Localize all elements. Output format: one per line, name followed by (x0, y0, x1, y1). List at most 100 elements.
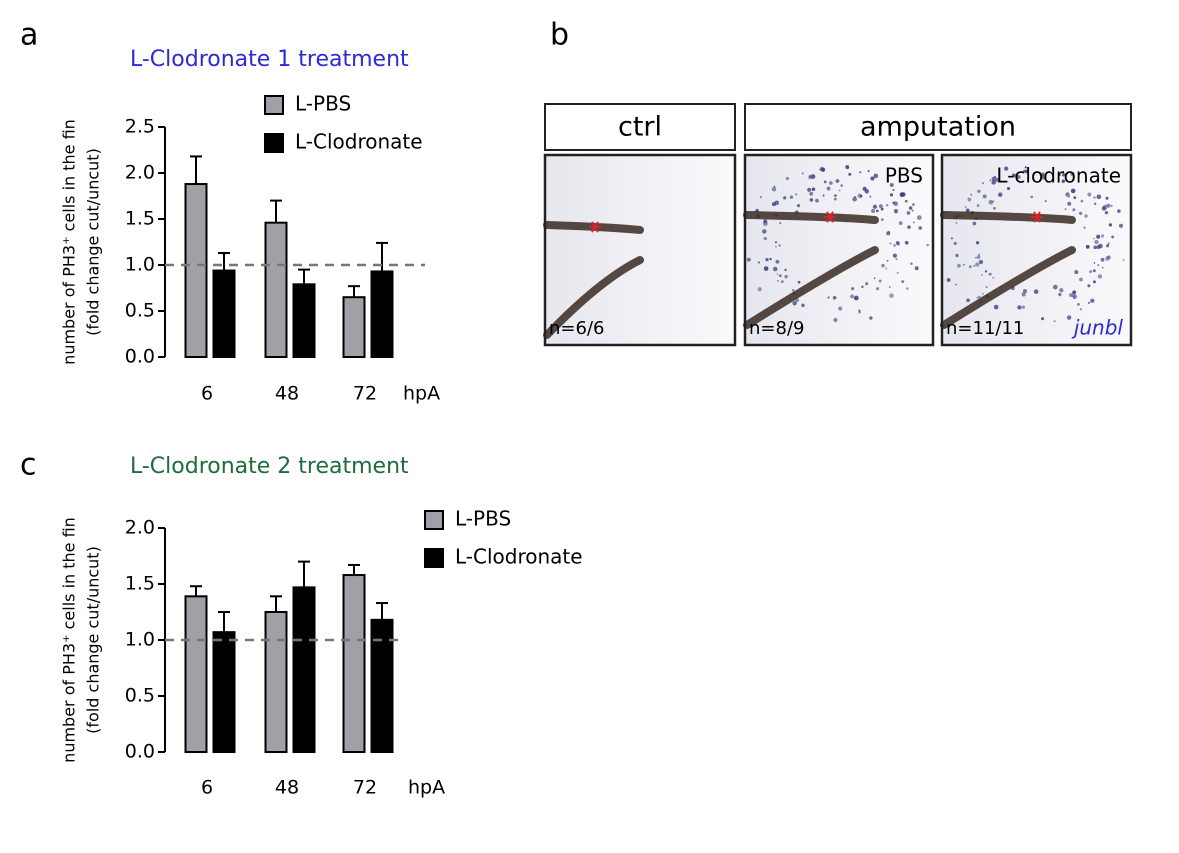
speckle (895, 257, 898, 261)
speckle (889, 242, 892, 245)
speckle (783, 196, 787, 200)
y-axis-label: (fold change cut/uncut) (84, 546, 103, 734)
speckle (1108, 223, 1113, 227)
speckle (901, 280, 905, 283)
speckle (1016, 175, 1021, 179)
speckle (889, 286, 891, 288)
speckle (838, 189, 841, 192)
header: amputation (860, 112, 1016, 143)
speckle (893, 201, 899, 207)
chart-title: L-Clodronate 1 treatment (130, 47, 409, 72)
legend-label: L-Clodronate (295, 130, 423, 154)
legend-label: L-PBS (295, 92, 351, 116)
speckle (1097, 274, 1103, 279)
speckle (811, 187, 816, 192)
bar (292, 586, 316, 753)
x-tick-label: 6 (201, 777, 213, 799)
speckle (1074, 270, 1079, 275)
speckle (916, 215, 922, 220)
speckle (1061, 172, 1066, 177)
speckle (1087, 301, 1091, 305)
speckle (809, 191, 814, 196)
speckle (895, 240, 900, 245)
speckle (785, 176, 790, 181)
speckle (1093, 202, 1097, 206)
ray-edge (543, 256, 644, 339)
speckle (997, 192, 1003, 197)
legend-label: L-Clodronate (455, 545, 583, 569)
speckle (975, 241, 980, 245)
speckle (840, 184, 843, 187)
y-tick-label: 0.5 (125, 685, 155, 707)
speckle (772, 266, 778, 272)
speckle (1094, 239, 1099, 245)
micrograph (545, 155, 735, 345)
header: ctrl (618, 112, 662, 143)
speckle (955, 222, 958, 224)
speckle (918, 226, 923, 230)
speckle (1004, 166, 1009, 171)
speckle (950, 237, 953, 240)
speckle (873, 173, 879, 179)
speckle (1093, 237, 1095, 240)
speckle (973, 265, 976, 267)
speckle (955, 283, 957, 286)
speckle (976, 204, 980, 207)
speckle (872, 204, 878, 209)
speckle (1083, 226, 1086, 229)
x-axis-label: hpA (408, 777, 445, 799)
speckle (1080, 199, 1084, 203)
speckle (1079, 277, 1083, 282)
y-tick-label: 0.0 (125, 741, 155, 763)
speckle (1093, 196, 1096, 199)
speckle (769, 257, 772, 261)
speckle (1033, 289, 1039, 294)
speckle (1059, 174, 1061, 176)
speckle (1101, 266, 1104, 269)
panel-label: a (20, 18, 38, 53)
speckle (784, 274, 788, 279)
speckle (1106, 203, 1111, 208)
speckle (1006, 187, 1011, 191)
x-tick-label: 48 (275, 383, 299, 405)
speckle (1096, 194, 1102, 200)
speckle (972, 221, 977, 226)
bar (212, 631, 236, 753)
asterisk (591, 221, 599, 233)
speckle (1065, 192, 1070, 197)
speckle (834, 197, 837, 201)
speckle (792, 289, 795, 292)
speckle (984, 270, 988, 273)
sample-count: n=6/6 (549, 318, 604, 339)
speckle (757, 261, 760, 264)
bar (370, 618, 394, 754)
speckle (1100, 234, 1105, 238)
speckle (861, 285, 864, 289)
speckle (1092, 280, 1096, 284)
speckle (780, 280, 784, 284)
speckle (1041, 175, 1047, 180)
micrographs: n=6/6 PBS n=8/9 L-clodronate n=11/11 junbl (543, 153, 1133, 347)
panel-caption: L-clodronate (996, 164, 1121, 188)
speckle (859, 171, 862, 174)
speckle (1098, 243, 1103, 249)
speckle (889, 182, 894, 187)
speckle (968, 265, 972, 269)
speckle (873, 277, 876, 280)
speckle (1084, 214, 1088, 218)
bar (370, 270, 394, 358)
speckle (878, 279, 882, 283)
speckle (914, 266, 919, 271)
speckle (845, 165, 850, 169)
speckle (1085, 244, 1090, 249)
speckle (778, 244, 781, 247)
y-tick-label: 0.0 (125, 346, 155, 368)
speckle (1073, 196, 1077, 200)
y-axis-label: number of PH3⁺ cells in the fin (60, 517, 79, 763)
speckle (889, 193, 894, 197)
speckle (809, 198, 814, 202)
header-box (744, 103, 1132, 151)
speckle (907, 225, 911, 229)
speckle (904, 240, 909, 245)
